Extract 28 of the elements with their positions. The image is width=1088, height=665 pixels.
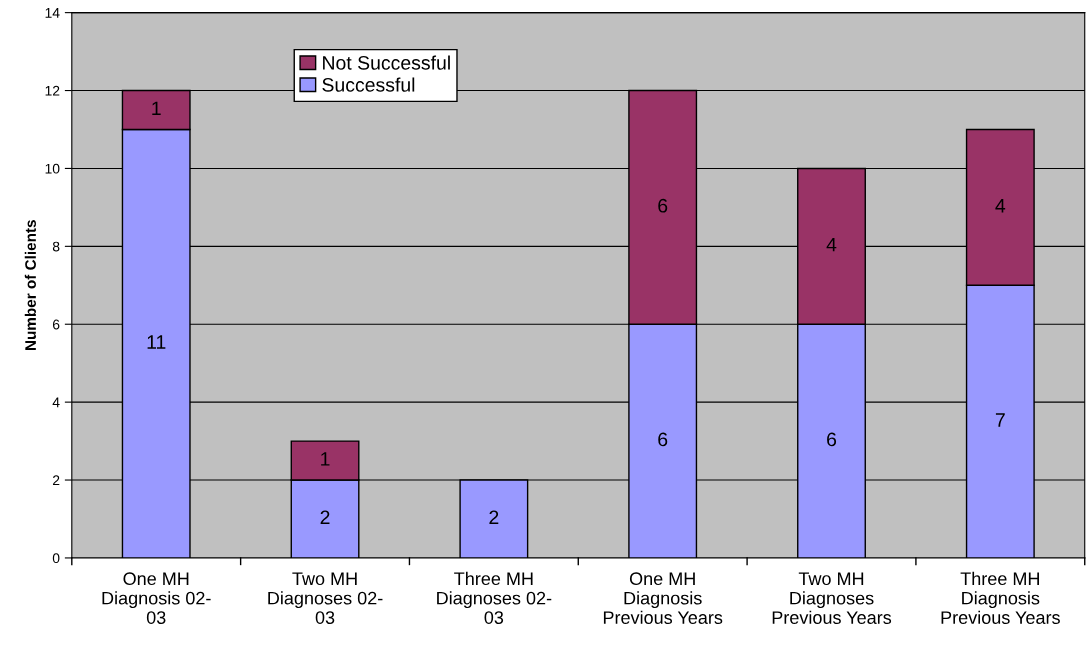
data-label: 2 bbox=[489, 510, 499, 525]
y-tick-label: 8 bbox=[52, 241, 60, 252]
y-tick-label: 0 bbox=[52, 553, 60, 564]
legend-label: Not Successful bbox=[323, 55, 450, 70]
y-tick-label: 14 bbox=[45, 8, 60, 18]
y-tick-label: 10 bbox=[45, 163, 60, 174]
data-label: 1 bbox=[321, 452, 330, 466]
y-tick-label: 6 bbox=[52, 319, 60, 330]
x-tick-label: One MH Diagnosis Previous Years bbox=[603, 572, 723, 624]
data-label: 11 bbox=[147, 335, 166, 349]
x-tick-label: Three MH Diagnoses 02- 03 bbox=[437, 571, 552, 624]
x-tick-label: One MH Diagnosis 02- 03 bbox=[102, 572, 211, 624]
data-label: 4 bbox=[826, 237, 837, 252]
data-label: 6 bbox=[658, 432, 668, 447]
data-label: 2 bbox=[320, 510, 330, 525]
y-axis-title: Number of Clients bbox=[24, 220, 36, 351]
legend-label: Successful bbox=[322, 77, 415, 92]
x-tick-label: Two MH Diagnoses Previous Years bbox=[772, 572, 892, 624]
y-tick-label: 12 bbox=[45, 85, 60, 96]
data-label: 7 bbox=[995, 413, 1005, 427]
x-tick-label: Three MH Diagnosis Previous Years bbox=[941, 571, 1060, 624]
data-label: 6 bbox=[827, 432, 837, 447]
x-tick-label: Two MH Diagnoses 02- 03 bbox=[268, 572, 383, 624]
data-label: 6 bbox=[658, 198, 668, 213]
y-tick-label: 2 bbox=[52, 475, 60, 486]
y-tick-label: 4 bbox=[52, 397, 60, 408]
data-label: 1 bbox=[152, 101, 161, 116]
data-label: 4 bbox=[995, 199, 1006, 213]
